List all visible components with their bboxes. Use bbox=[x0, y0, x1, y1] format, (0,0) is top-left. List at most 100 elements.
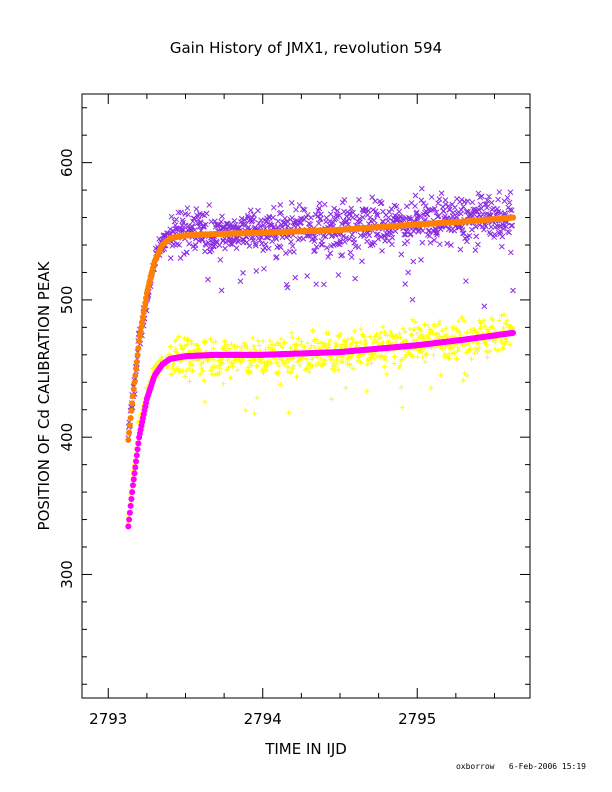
data-point bbox=[268, 360, 274, 366]
fit-point bbox=[126, 429, 133, 436]
data-point bbox=[333, 357, 339, 363]
data-point bbox=[342, 341, 348, 347]
data-point bbox=[403, 352, 409, 358]
data-point bbox=[414, 330, 420, 336]
data-point bbox=[196, 346, 202, 352]
data-point bbox=[445, 203, 452, 209]
data-point bbox=[238, 215, 245, 222]
data-point bbox=[435, 213, 442, 219]
axis-ticks bbox=[82, 94, 530, 698]
data-point bbox=[286, 410, 292, 416]
fit-point bbox=[128, 496, 135, 503]
data-point bbox=[474, 329, 480, 335]
data-point bbox=[478, 319, 484, 325]
data-point bbox=[504, 194, 511, 201]
data-point bbox=[314, 337, 320, 343]
data-point bbox=[288, 200, 295, 206]
data-point bbox=[447, 355, 453, 361]
data-point bbox=[499, 340, 505, 346]
fit-point bbox=[134, 446, 141, 453]
data-point bbox=[229, 364, 235, 370]
data-point bbox=[373, 333, 379, 339]
fit-point bbox=[131, 379, 138, 386]
data-point bbox=[481, 226, 487, 233]
data-point bbox=[191, 215, 198, 222]
data-point bbox=[483, 342, 489, 348]
data-point bbox=[294, 374, 300, 380]
data-point bbox=[424, 211, 431, 218]
data-point bbox=[347, 249, 354, 256]
data-point bbox=[269, 238, 275, 245]
data-point bbox=[374, 339, 380, 345]
x-axis-label: TIME IN IJD bbox=[264, 740, 347, 758]
fit-point bbox=[128, 407, 135, 414]
data-point bbox=[498, 337, 504, 343]
data-point bbox=[256, 342, 262, 348]
data-point bbox=[190, 368, 196, 374]
data-point bbox=[396, 208, 403, 215]
data-point bbox=[182, 373, 188, 379]
data-point bbox=[221, 235, 228, 242]
data-point bbox=[481, 323, 487, 329]
data-point bbox=[456, 318, 462, 324]
data-point bbox=[307, 345, 313, 351]
fit-point bbox=[510, 214, 517, 221]
data-point bbox=[275, 341, 281, 347]
data-point bbox=[365, 357, 371, 363]
data-point bbox=[350, 365, 356, 371]
data-point bbox=[264, 367, 270, 373]
data-point bbox=[364, 388, 370, 394]
data-point bbox=[382, 329, 388, 335]
data-point bbox=[358, 326, 364, 332]
data-point bbox=[176, 242, 183, 248]
data-point bbox=[415, 228, 422, 235]
data-point bbox=[472, 345, 478, 351]
fit-curve bbox=[125, 214, 517, 443]
data-point bbox=[319, 241, 326, 248]
data-point bbox=[439, 328, 445, 334]
data-point bbox=[277, 381, 283, 387]
data-point bbox=[228, 341, 234, 347]
data-point bbox=[439, 346, 445, 352]
data-point bbox=[507, 341, 513, 347]
data-point bbox=[322, 341, 328, 347]
data-point bbox=[290, 366, 296, 372]
data-point bbox=[301, 206, 308, 213]
data-point bbox=[207, 336, 213, 342]
data-point bbox=[481, 303, 488, 310]
data-point bbox=[199, 365, 205, 371]
data-point bbox=[469, 199, 476, 206]
data-point bbox=[437, 319, 443, 325]
data-point bbox=[341, 238, 348, 245]
data-point bbox=[506, 199, 513, 206]
data-point bbox=[285, 369, 291, 375]
data-point bbox=[230, 361, 236, 367]
data-point bbox=[215, 372, 221, 378]
data-point bbox=[288, 370, 294, 376]
data-point bbox=[495, 196, 501, 203]
data-point bbox=[262, 241, 269, 248]
y-tick-label: 600 bbox=[58, 148, 76, 177]
fit-point bbox=[131, 470, 138, 477]
fit-point bbox=[133, 365, 140, 372]
fit-point bbox=[125, 436, 132, 443]
data-point bbox=[277, 244, 284, 251]
data-point bbox=[472, 247, 479, 253]
data-point bbox=[263, 346, 269, 352]
data-point bbox=[422, 359, 428, 365]
data-point bbox=[183, 368, 189, 374]
data-point bbox=[368, 360, 374, 366]
data-point bbox=[358, 359, 364, 365]
data-point bbox=[472, 223, 479, 230]
data-point bbox=[457, 246, 464, 253]
data-point bbox=[456, 347, 462, 353]
data-point bbox=[279, 224, 285, 230]
data-point bbox=[218, 287, 225, 294]
data-point bbox=[335, 272, 342, 278]
data-point bbox=[457, 329, 463, 335]
data-point bbox=[238, 345, 244, 351]
data-point bbox=[223, 239, 229, 246]
data-point bbox=[339, 199, 346, 206]
data-point bbox=[213, 339, 219, 345]
data-point bbox=[304, 273, 311, 279]
